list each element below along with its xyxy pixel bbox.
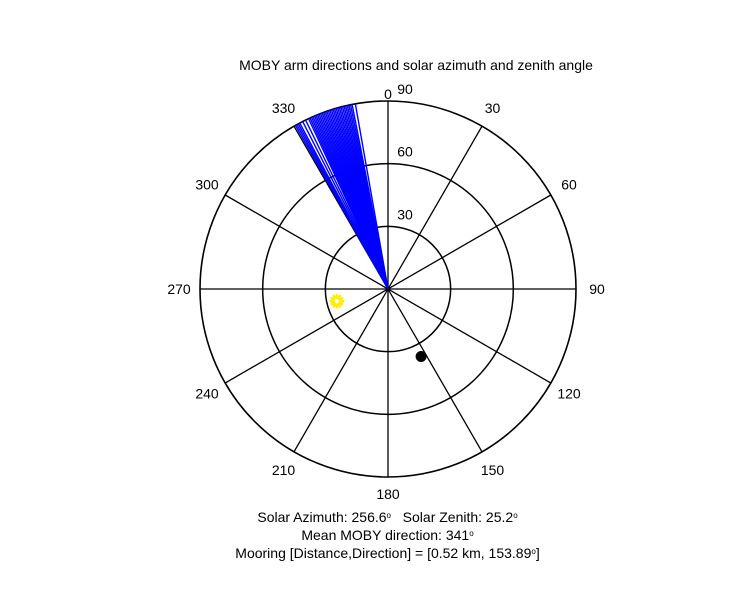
range-ring xyxy=(324,225,452,353)
angle-tick-label: 0 xyxy=(384,86,392,102)
angle-tick-label: 210 xyxy=(272,462,296,478)
markers xyxy=(329,293,427,363)
angle-tick-label: 90 xyxy=(589,281,605,297)
range-ring xyxy=(199,100,577,478)
degree-symbol: o xyxy=(386,511,391,520)
angle-tick-label: 300 xyxy=(195,177,219,193)
mean-direction-label: Mean MOBY direction: 341 xyxy=(301,527,470,543)
mooring-caption: Mooring [Distance,Direction] = [0.52 km,… xyxy=(0,545,750,561)
angle-tick-label: 330 xyxy=(272,100,296,116)
solar-azimuth-label: Solar Azimuth: 256.6 xyxy=(257,509,387,525)
degree-symbol: o xyxy=(531,547,536,556)
arm-direction-ray xyxy=(354,103,389,290)
solar-zenith-label: Solar Zenith: 25.2 xyxy=(402,509,514,525)
radial-tick-label: 90 xyxy=(397,81,413,97)
mooring-label: Mooring [Distance,Direction] = [0.52 km,… xyxy=(235,545,532,561)
chart-title: MOBY arm directions and solar azimuth an… xyxy=(239,57,593,73)
sun-marker-center xyxy=(334,298,339,304)
degree-symbol: o xyxy=(513,511,518,520)
sun-marker xyxy=(329,293,345,309)
angle-tick-label: 270 xyxy=(167,281,191,297)
angle-tick-label: 180 xyxy=(376,486,400,502)
angle-tick-label: 120 xyxy=(557,386,581,402)
mooring-marker xyxy=(415,351,427,363)
range-ring xyxy=(261,162,515,416)
solar-angles-caption: Solar Azimuth: 256.6o Solar Zenith: 25.2… xyxy=(0,509,750,525)
radial-tick-label: 60 xyxy=(397,144,413,160)
degree-symbol: o xyxy=(469,529,474,538)
angle-tick-label: 60 xyxy=(561,177,577,193)
angle-tick-label: 30 xyxy=(485,100,501,116)
mooring-label-end: ] xyxy=(535,545,540,561)
axis-labels: 0 30 60 90 120 150 180 210 240 270 300 330 30 60 90 xyxy=(167,81,605,502)
angle-tick-label: 240 xyxy=(195,386,219,402)
angle-tick-label: 150 xyxy=(481,462,505,478)
radial-tick-label: 30 xyxy=(397,206,413,222)
mean-direction-caption: Mean MOBY direction: 341o xyxy=(0,527,750,543)
arm-direction-rays xyxy=(294,103,389,290)
